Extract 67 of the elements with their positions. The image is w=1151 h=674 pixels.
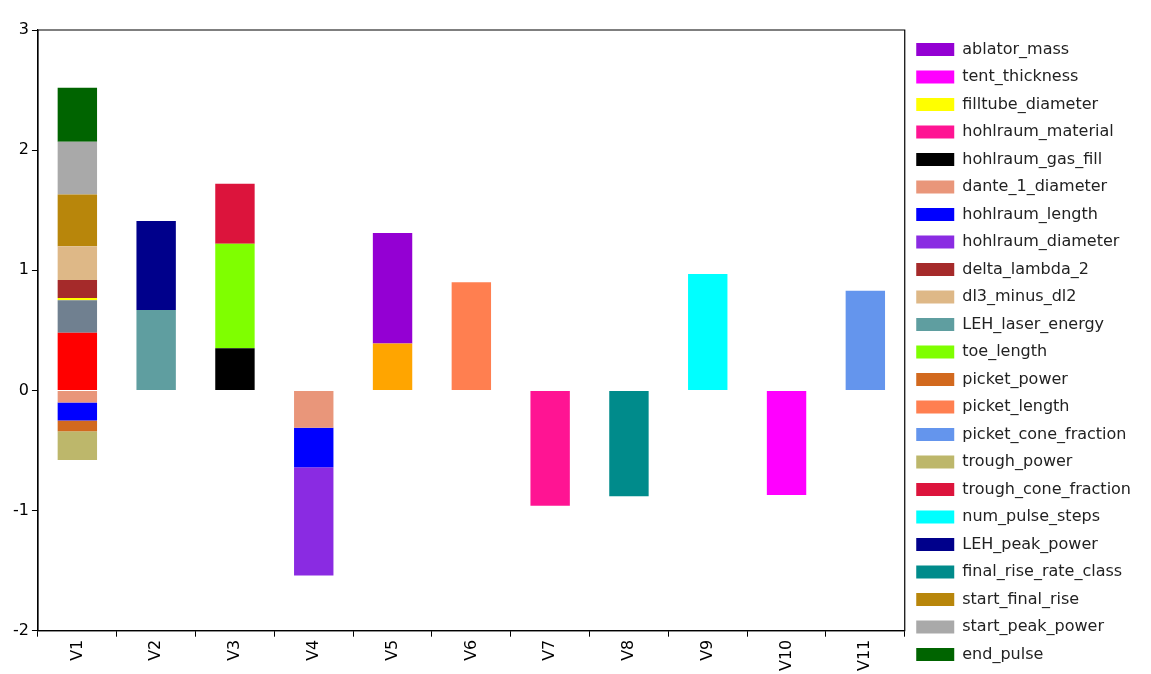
legend-label: picket_cone_fraction bbox=[962, 423, 1127, 444]
legend-label: delta_lambda_2 bbox=[962, 258, 1089, 279]
bar bbox=[57, 332, 98, 390]
bar bbox=[57, 87, 98, 142]
legend-label: LEH_peak_power bbox=[962, 533, 1099, 554]
x-tick-label: V10 bbox=[775, 639, 795, 672]
legend-label: dl3_minus_dl2 bbox=[962, 286, 1077, 307]
bar bbox=[57, 194, 98, 247]
legend-label: tent_thickness bbox=[962, 66, 1079, 87]
bar bbox=[57, 431, 98, 461]
bar bbox=[530, 390, 570, 506]
x-tick-label: V3 bbox=[224, 639, 244, 661]
legend-label: hohlraum_material bbox=[962, 121, 1114, 142]
legend-label: start_final_rise bbox=[962, 588, 1080, 609]
legend-label: LEH_laser_energy bbox=[962, 313, 1105, 334]
legend-label: hohlraum_gas_fill bbox=[962, 148, 1103, 169]
bar bbox=[451, 282, 492, 390]
legend-label: filltube_diameter bbox=[962, 93, 1099, 114]
legend-label: hohlraum_diameter bbox=[962, 231, 1120, 252]
bar bbox=[57, 300, 98, 333]
y-tick-label: -1 bbox=[13, 499, 29, 519]
bar bbox=[57, 141, 98, 195]
bar bbox=[372, 233, 413, 344]
legend-label: ablator_mass bbox=[962, 38, 1070, 59]
x-tick-label: V5 bbox=[381, 639, 401, 661]
bar bbox=[57, 246, 98, 280]
y-tick-label: 3 bbox=[18, 19, 29, 39]
legend-label: final_rise_rate_class bbox=[962, 561, 1123, 582]
x-tick-label: V1 bbox=[66, 639, 86, 661]
legend-label: num_pulse_steps bbox=[962, 506, 1100, 527]
bar bbox=[766, 390, 807, 495]
x-tick-label: V6 bbox=[460, 639, 480, 661]
legend-label: picket_power bbox=[962, 368, 1069, 389]
y-tick-label: 2 bbox=[18, 139, 29, 159]
y-tick-label: 0 bbox=[18, 379, 29, 399]
legend-label: end_pulse bbox=[962, 643, 1044, 664]
bar bbox=[215, 348, 255, 390]
x-tick-label: V7 bbox=[539, 639, 559, 661]
bar bbox=[57, 402, 98, 421]
x-tick-label: V8 bbox=[618, 639, 638, 661]
bar bbox=[294, 467, 334, 576]
legend-label: trough_power bbox=[962, 451, 1073, 472]
bar bbox=[215, 243, 255, 349]
legend-label: hohlraum_length bbox=[962, 203, 1098, 224]
legend-label: start_peak_power bbox=[962, 616, 1105, 637]
x-tick-label: V2 bbox=[145, 639, 165, 661]
bar bbox=[57, 390, 98, 403]
legend-label: dante_1_diameter bbox=[962, 176, 1108, 197]
bar bbox=[57, 420, 98, 432]
legend-label: picket_length bbox=[962, 396, 1070, 417]
bar bbox=[688, 273, 728, 390]
bar bbox=[845, 290, 886, 390]
x-tick-label: V9 bbox=[696, 639, 716, 661]
x-tick-label: V4 bbox=[302, 639, 322, 661]
bar bbox=[215, 183, 255, 244]
bar bbox=[372, 343, 413, 390]
y-tick-label: -2 bbox=[13, 619, 29, 639]
bar bbox=[136, 309, 176, 390]
bar bbox=[609, 390, 649, 497]
x-tick-label: V11 bbox=[854, 639, 874, 672]
bar bbox=[136, 221, 176, 310]
y-tick-label: 1 bbox=[18, 259, 29, 279]
bar bbox=[57, 279, 98, 298]
bar bbox=[294, 390, 334, 428]
legend-label: toe_length bbox=[962, 341, 1048, 362]
bar bbox=[294, 427, 334, 468]
legend-label: trough_cone_fraction bbox=[962, 478, 1132, 499]
